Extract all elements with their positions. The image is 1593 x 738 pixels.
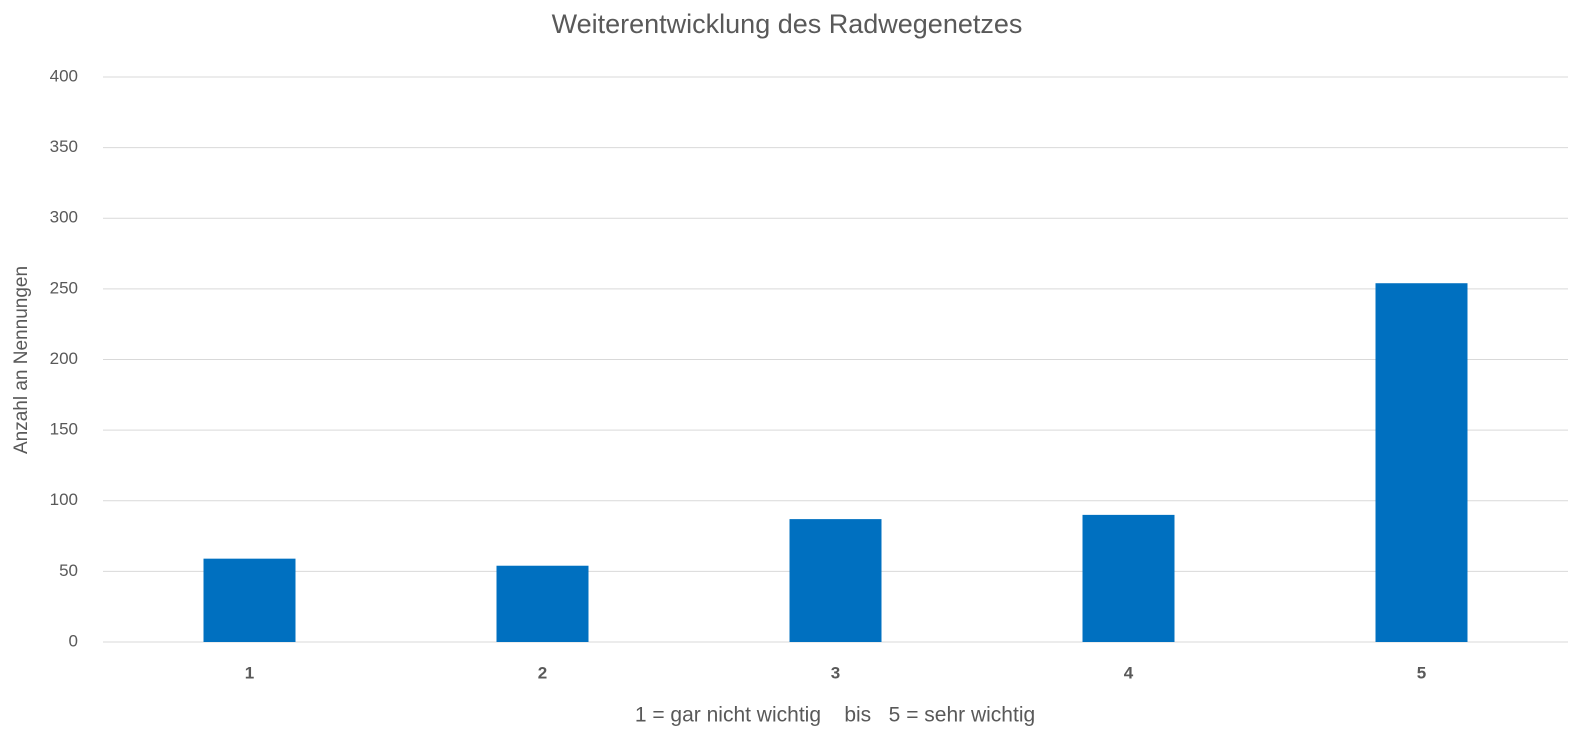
bar [1082,514,1175,642]
bar [1375,283,1468,642]
x-axis-label: 1 = gar nicht wichtig bis 5 = sehr wicht… [635,704,1035,727]
x-tick-label: 1 [245,663,254,682]
y-tick-label: 200 [50,349,78,368]
y-tick-label: 150 [50,420,78,439]
bar [789,519,882,642]
y-tick-label: 400 [50,66,78,85]
bar [496,565,589,642]
bar [203,558,296,642]
y-tick-label: 100 [50,490,78,509]
y-tick-label: 50 [59,561,78,580]
x-tick-label: 4 [1124,663,1134,682]
chart-title: Weiterentwicklung des Radwegenetzes [552,9,1023,39]
y-tick-label: 300 [50,208,78,227]
x-tick-label: 5 [1417,663,1426,682]
y-tick-label: 350 [50,137,78,156]
x-tick-label: 3 [831,663,840,682]
y-axis-label: Anzahl an Nennungen [11,266,32,454]
y-tick-label: 250 [50,278,78,297]
y-tick-label: 0 [69,631,78,650]
x-tick-label: 2 [538,663,547,682]
